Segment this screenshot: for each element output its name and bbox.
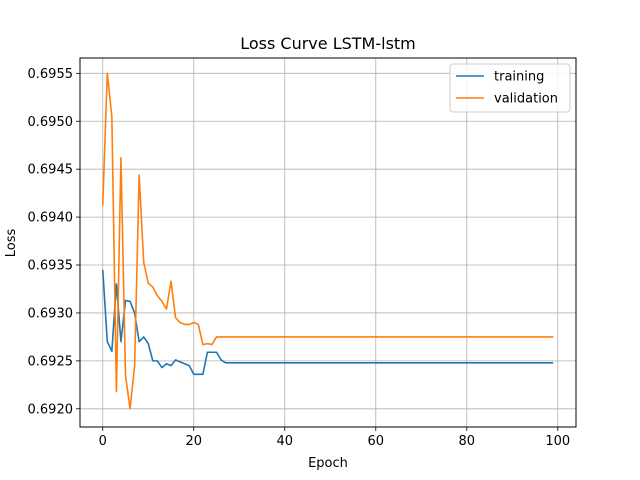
y-tick-label: 0.6925 <box>28 354 74 369</box>
y-axis-label: Loss <box>4 229 19 258</box>
y-tick-label: 0.6935 <box>28 259 74 274</box>
y-tick-label: 0.6955 <box>28 67 74 82</box>
x-axis-label: Epoch <box>308 456 348 471</box>
legend-label-training: training <box>494 70 544 85</box>
plot-frame <box>79 57 577 428</box>
grid-lines <box>80 58 576 427</box>
x-tick-label: 20 <box>185 434 202 449</box>
x-tick-label: 80 <box>459 434 476 449</box>
y-tick-label: 0.6950 <box>28 115 74 130</box>
y-tick-label: 0.6945 <box>28 163 74 178</box>
x-tick-label: 60 <box>368 434 385 449</box>
x-tick-label: 0 <box>99 434 107 449</box>
y-tick-label: 0.6930 <box>28 306 74 321</box>
legend-label-validation: validation <box>494 92 558 107</box>
y-tick-label: 0.6920 <box>28 402 74 417</box>
series-lines <box>101 72 554 410</box>
series-line-validation <box>101 72 554 410</box>
series-line-training <box>101 269 554 376</box>
axes: 0 20 40 60 80 100 0.6920 0.6925 0.6930 0.6935 0.69… <box>28 67 571 449</box>
legend: training validation <box>449 63 571 113</box>
chart-title: Loss Curve LSTM-lstm <box>240 34 416 53</box>
x-tick-label: 100 <box>545 434 570 449</box>
x-tick-label: 40 <box>276 434 293 449</box>
y-tick-label: 0.6940 <box>28 211 74 226</box>
